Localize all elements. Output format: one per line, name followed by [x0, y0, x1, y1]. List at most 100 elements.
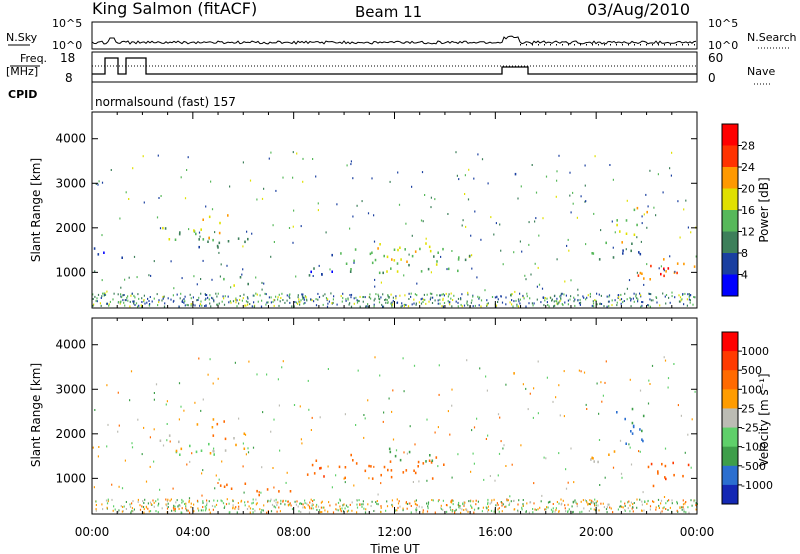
colorbar-swatch	[722, 408, 738, 429]
heatmap-cell	[443, 302, 446, 304]
colorbar-swatch	[722, 167, 738, 189]
heatmap-cell	[477, 500, 479, 503]
heatmap-cell	[236, 511, 238, 514]
heatmap-cell	[518, 300, 520, 303]
heatmap-cell	[143, 294, 145, 297]
heatmap-cell	[232, 506, 234, 509]
heatmap-cell	[315, 175, 317, 178]
heatmap-cell	[367, 305, 369, 308]
heatmap-cell	[101, 234, 103, 237]
heatmap-cell	[178, 504, 180, 507]
heatmap-cell	[192, 296, 194, 299]
colorbar-tick-label: 500	[741, 364, 762, 377]
heatmap-cell	[288, 295, 290, 298]
heatmap-cell	[616, 301, 618, 304]
heatmap-cell	[417, 465, 419, 468]
heatmap-cell	[363, 414, 365, 416]
heatmap-cell	[416, 282, 418, 285]
heatmap-cell	[276, 504, 278, 506]
heatmap-cell	[308, 274, 311, 277]
heatmap-cell	[270, 296, 272, 299]
heatmap-cell	[129, 399, 131, 402]
heatmap-cell	[301, 295, 304, 298]
heatmap-cell	[528, 511, 530, 514]
heatmap-cell	[239, 295, 241, 297]
heatmap-cell	[608, 453, 610, 456]
heatmap-cell	[415, 302, 417, 305]
heatmap-cell	[552, 510, 554, 513]
heatmap-cell	[477, 507, 479, 510]
heatmap-cell	[538, 234, 540, 237]
heatmap-cell	[209, 358, 211, 361]
heatmap-cell	[205, 507, 207, 510]
heatmap-cell	[608, 295, 610, 298]
heatmap-cell	[298, 298, 300, 301]
heatmap-cell	[620, 500, 622, 503]
heatmap-cell	[539, 506, 541, 509]
heatmap-cell	[636, 236, 638, 239]
heatmap-cell	[301, 442, 303, 445]
heatmap-cell	[143, 300, 145, 303]
heatmap-cell	[429, 249, 432, 253]
heatmap-cell	[646, 210, 648, 214]
heatmap-cell	[671, 502, 673, 505]
heatmap-cell	[217, 246, 219, 249]
heatmap-cell	[185, 502, 187, 505]
heatmap-cell	[556, 170, 558, 173]
heatmap-cell	[442, 305, 444, 308]
heatmap-cell	[418, 301, 420, 304]
heatmap-cell	[243, 447, 246, 450]
heatmap-cell	[650, 299, 652, 302]
heatmap-cell	[472, 452, 474, 455]
heatmap-cell	[405, 304, 407, 306]
heatmap-cell	[569, 298, 571, 301]
heatmap-cell	[400, 305, 402, 308]
heatmap-cell	[517, 503, 519, 506]
heatmap-cell	[122, 294, 124, 297]
heatmap-cell	[318, 509, 321, 512]
heatmap-cell	[676, 509, 678, 512]
heatmap-cell	[183, 301, 185, 304]
heatmap-cell	[437, 426, 439, 429]
heatmap-cell	[309, 507, 311, 510]
heatmap-cell	[496, 502, 498, 505]
heatmap-cell	[288, 227, 291, 229]
heatmap-cell	[433, 255, 435, 258]
heatmap-cell	[406, 507, 408, 510]
heatmap-cell	[195, 232, 197, 236]
heatmap-cell	[605, 508, 608, 511]
heatmap-cell	[622, 506, 624, 509]
heatmap-cell	[106, 290, 108, 293]
colorbar-tick-label: 16	[741, 204, 755, 217]
heatmap-cell	[382, 271, 384, 275]
heatmap-cell	[636, 506, 638, 509]
heatmap-cell	[633, 300, 635, 303]
heatmap-cell	[149, 465, 151, 468]
heatmap-cell	[535, 191, 538, 194]
heatmap-cell	[360, 503, 363, 506]
heatmap-cell	[636, 498, 638, 501]
heatmap-cell	[605, 241, 607, 245]
heatmap-cell	[278, 506, 280, 509]
heatmap-cell	[573, 500, 575, 503]
heatmap-cell	[584, 164, 586, 167]
nsearch-dot	[622, 44, 623, 46]
heatmap-cell	[620, 293, 622, 296]
heatmap-cell	[599, 484, 601, 486]
nsearch-dot	[562, 44, 563, 46]
heatmap-cell	[473, 177, 475, 180]
heatmap-cell	[513, 300, 515, 303]
heatmap-cell	[153, 392, 155, 394]
heatmap-cell	[266, 511, 268, 514]
heatmap-cell	[474, 210, 476, 213]
heatmap-cell	[569, 171, 571, 174]
heatmap-cell	[213, 499, 215, 502]
heatmap-cell	[352, 459, 354, 462]
heatmap-cell	[244, 504, 246, 507]
heatmap-cell	[637, 300, 639, 303]
heatmap-cell	[368, 464, 370, 468]
heatmap-cell	[647, 465, 650, 469]
heatmap-cell	[217, 377, 219, 380]
heatmap-cell	[371, 477, 374, 480]
heatmap-cell	[595, 501, 597, 504]
